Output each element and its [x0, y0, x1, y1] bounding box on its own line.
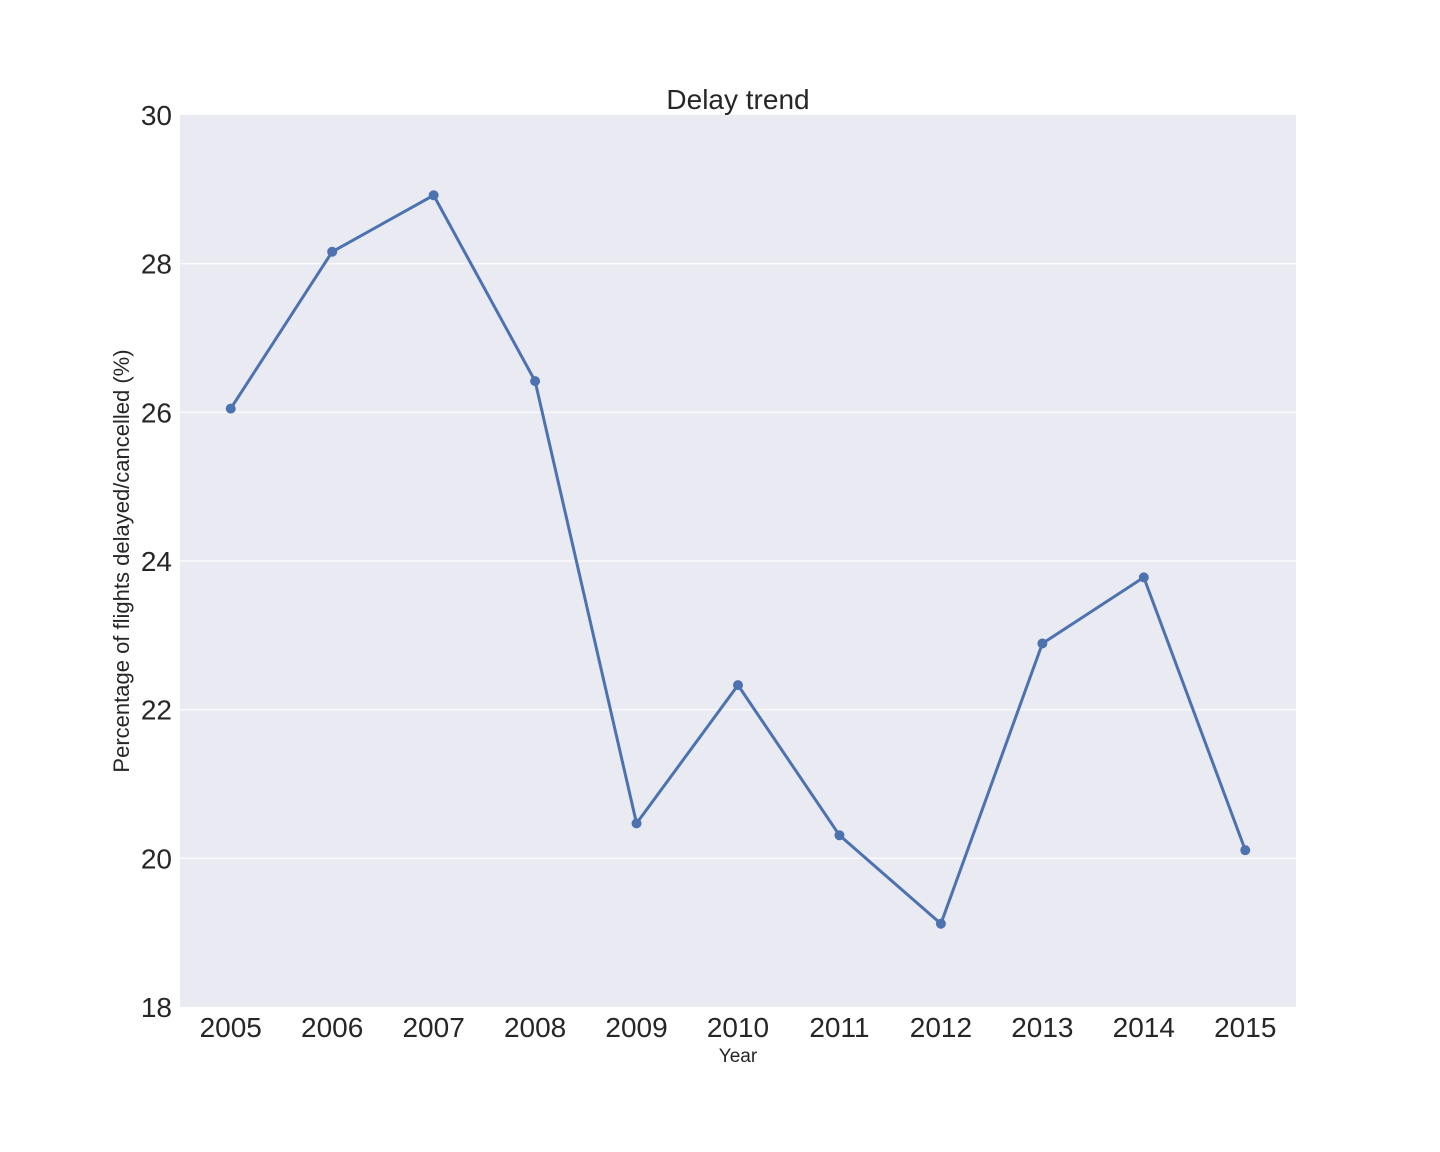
data-point: [428, 190, 439, 201]
data-point: [1138, 572, 1149, 583]
data-point: [1240, 845, 1251, 856]
data-point: [225, 403, 236, 414]
gridlines: [180, 263, 1296, 859]
y-tick-label: 18: [141, 992, 172, 1023]
data-point: [327, 246, 338, 257]
data-point: [530, 376, 541, 387]
data-point: [935, 918, 946, 929]
x-tick-label: 2012: [910, 1012, 972, 1043]
y-tick-label: 22: [141, 695, 172, 726]
y-axis-label: Percentage of flights delayed/cancelled …: [109, 349, 134, 772]
data-point: [733, 680, 743, 691]
chart-title: Delay trend: [666, 84, 809, 115]
data-point: [631, 818, 642, 829]
x-tick-label: 2007: [402, 1012, 464, 1043]
x-tick-label: 2006: [301, 1012, 363, 1043]
x-tick-label: 2010: [707, 1012, 769, 1043]
y-tick-labels: 18 20 22 24 26 28 30: [141, 100, 172, 1023]
x-tick-label: 2011: [809, 1012, 869, 1043]
y-tick-label: 30: [141, 100, 172, 131]
y-tick-label: 28: [141, 249, 172, 280]
series-layer: [225, 190, 1251, 929]
x-tick-label: 2005: [200, 1012, 262, 1043]
x-tick-labels: 2005 2006 2007 2008 2009 2010 2011 2012 2013 2014…: [200, 1012, 1277, 1043]
x-tick-label: 2009: [605, 1012, 667, 1043]
x-tick-label: 2013: [1011, 1012, 1073, 1043]
y-tick-label: 20: [141, 843, 172, 874]
y-tick-label: 24: [141, 546, 172, 577]
y-tick-label: 26: [141, 397, 172, 428]
x-tick-label: 2014: [1113, 1012, 1175, 1043]
x-axis-label: Year: [719, 1046, 758, 1067]
x-tick-label: 2008: [504, 1012, 566, 1043]
data-point: [834, 830, 845, 841]
data-point: [1037, 638, 1048, 649]
x-tick-label: 2015: [1214, 1012, 1276, 1043]
